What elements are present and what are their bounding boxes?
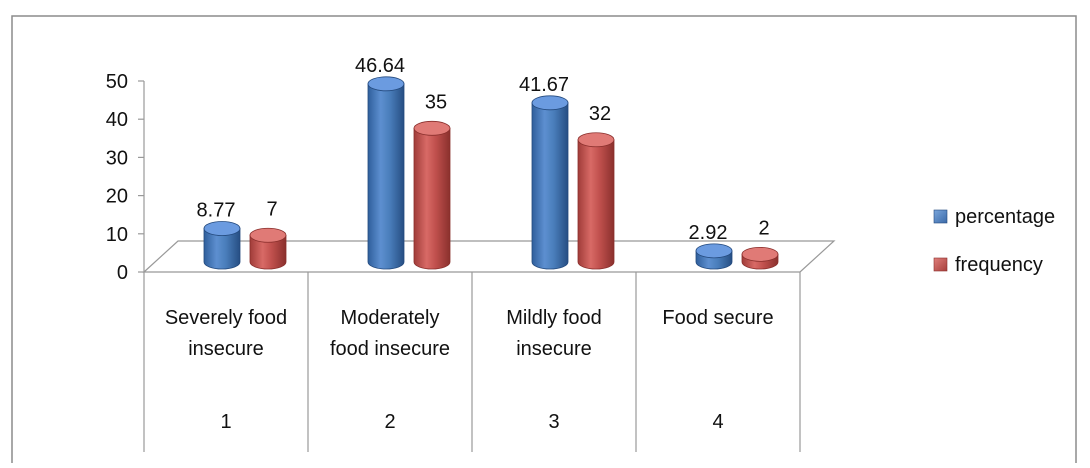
data-label: 7 [266, 198, 277, 220]
bar-percentage [531, 95, 569, 270]
data-label: 32 [589, 103, 611, 125]
bar-percentage [695, 243, 733, 270]
category-label: Severely food [165, 307, 287, 329]
bar-top [531, 95, 569, 111]
y-tick-label: 10 [106, 224, 128, 246]
bar-top [203, 221, 241, 236]
bar-percentage [203, 221, 241, 270]
bar-top [695, 243, 733, 259]
data-label: 46.64 [355, 55, 405, 77]
legend-label: percentage [955, 206, 1055, 228]
legend-label: frequency [955, 254, 1043, 276]
bar-top [367, 76, 405, 92]
y-tick-label: 20 [106, 186, 128, 208]
bar-frequency [249, 227, 287, 270]
legend: percentage frequency [933, 206, 1055, 276]
bar-top [741, 246, 779, 262]
category-label: food insecure [330, 338, 450, 360]
category-index-label: 4 [712, 411, 723, 433]
y-tick-label: 0 [117, 262, 128, 284]
bar-body [413, 127, 451, 270]
bar-body [249, 234, 287, 270]
category-label: insecure [516, 338, 592, 360]
category-index-label: 1 [220, 411, 231, 433]
category-label: Mildly food [506, 307, 602, 329]
legend-swatch [933, 209, 948, 224]
data-label: 2.92 [689, 222, 728, 244]
data-label: 8.77 [197, 199, 236, 221]
bar-body [203, 228, 241, 270]
category-table: Severely food insecure 1 Moderately food ins… [143, 272, 801, 452]
bar-frequency [577, 132, 615, 270]
category-label: Food secure [662, 307, 773, 329]
category-index-label: 3 [548, 411, 559, 433]
y-tick-label: 30 [106, 147, 128, 169]
floor [142, 240, 836, 273]
bar-frequency [413, 120, 451, 270]
bar-body [367, 83, 405, 270]
data-label: 41.67 [519, 74, 569, 96]
bar-body [577, 139, 615, 270]
y-axis-ticks: 0 10 20 30 40 50 [106, 71, 144, 284]
category-index-label: 2 [384, 411, 395, 433]
bar-percentage [367, 76, 405, 270]
data-label: 2 [758, 217, 769, 239]
legend-swatch [933, 257, 948, 272]
y-tick-label: 40 [106, 109, 128, 131]
data-label: 35 [425, 91, 447, 113]
category-label: Moderately [341, 307, 440, 329]
bar-body [531, 102, 569, 270]
y-tick-label: 50 [106, 71, 128, 93]
bar-top [577, 132, 615, 148]
category-label: insecure [188, 338, 264, 360]
bar-top [249, 227, 287, 243]
bar-top [413, 120, 451, 136]
bars: 8.77 7 46.64 35 41.67 32 2.92 2 [197, 55, 779, 270]
axes [142, 81, 836, 273]
bar-frequency [741, 246, 779, 270]
